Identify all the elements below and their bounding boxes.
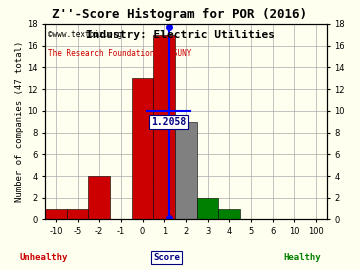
Bar xyxy=(132,78,153,220)
Text: Unhealthy: Unhealthy xyxy=(19,253,67,262)
Text: ©www.textbiz.org: ©www.textbiz.org xyxy=(48,30,122,39)
Text: The Research Foundation of SUNY: The Research Foundation of SUNY xyxy=(48,49,191,58)
Text: 1.2058: 1.2058 xyxy=(151,117,186,127)
Bar xyxy=(88,176,110,220)
Bar xyxy=(175,122,197,220)
Bar xyxy=(67,209,88,220)
Text: Industry: Electric Utilities: Industry: Electric Utilities xyxy=(86,30,275,40)
Text: Z''-Score Histogram for POR (2016): Z''-Score Histogram for POR (2016) xyxy=(53,8,307,21)
Text: Healthy: Healthy xyxy=(284,253,321,262)
Bar xyxy=(197,198,219,220)
Y-axis label: Number of companies (47 total): Number of companies (47 total) xyxy=(15,41,24,202)
Text: Score: Score xyxy=(153,253,180,262)
Bar xyxy=(153,35,175,220)
Bar xyxy=(219,209,240,220)
Bar xyxy=(45,209,67,220)
